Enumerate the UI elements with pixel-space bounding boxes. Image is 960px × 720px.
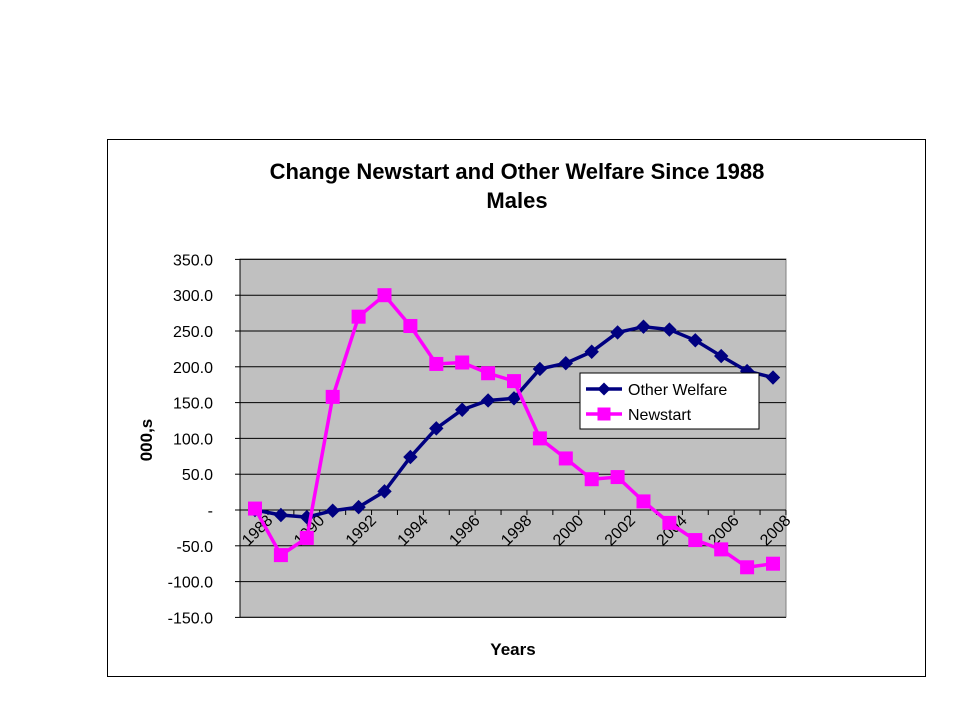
y-tick-label: 100.0: [173, 431, 213, 448]
data-point: [403, 449, 418, 465]
data-point: [507, 374, 521, 389]
data-point: [688, 533, 703, 548]
data-point: [377, 484, 392, 499]
chart-subtitle: Males: [486, 188, 547, 213]
data-point: [584, 344, 599, 359]
y-tick-label: 50.0: [182, 467, 213, 484]
data-point: [506, 391, 522, 406]
series-layer: [247, 288, 781, 575]
data-point: [454, 402, 470, 417]
y-tick-label: 250.0: [173, 324, 213, 341]
y-tick-label: 150.0: [173, 396, 213, 413]
data-point: [740, 560, 755, 575]
x-axis-title: Years: [490, 640, 535, 659]
data-point: [351, 499, 366, 515]
data-point: [325, 503, 340, 518]
legend-marker: [597, 407, 611, 421]
data-point: [688, 333, 703, 348]
y-tick-label: -50.0: [177, 539, 214, 556]
data-point: [403, 318, 418, 333]
y-tick-label: 300.0: [173, 288, 213, 305]
data-point: [429, 356, 444, 371]
data-point: [766, 556, 780, 571]
data-point: [765, 370, 781, 385]
legend-label: Other Welfare: [628, 382, 727, 399]
chart-title: Change Newstart and Other Welfare Since …: [270, 159, 765, 184]
y-tick-labels: 350.0 300.0 250.0 200.0 150.0 100.0 50.0 - -50.0…: [168, 252, 213, 627]
data-point: [636, 494, 651, 509]
data-point: [273, 548, 288, 563]
y-tick-label: -: [208, 503, 213, 520]
data-point: [662, 322, 677, 337]
y-tick-label: -150.0: [168, 610, 213, 627]
y-tick-label: 200.0: [173, 360, 213, 377]
data-point: [299, 530, 314, 545]
data-point: [273, 507, 289, 523]
legend-marker: [597, 382, 611, 396]
data-point: [714, 542, 729, 557]
data-point: [662, 515, 677, 530]
legend-item: Newstart: [586, 407, 692, 424]
legend: Other Welfare Newstart: [579, 372, 760, 430]
series-newstart: [248, 288, 780, 575]
y-axis-title: 000,s: [137, 419, 156, 462]
data-point: [558, 451, 573, 466]
data-point: [248, 501, 262, 516]
data-point: [558, 356, 574, 371]
legend-item: Other Welfare: [586, 382, 727, 399]
data-point: [610, 470, 625, 485]
data-point: [532, 431, 547, 446]
axes: [235, 258, 787, 618]
y-tick-label: -100.0: [168, 575, 213, 592]
data-point: [610, 325, 625, 340]
data-point: [455, 355, 470, 370]
data-point: [584, 472, 599, 487]
data-point: [532, 361, 548, 377]
data-point: [429, 421, 444, 436]
y-tick-label: 350.0: [173, 252, 213, 269]
data-point: [377, 288, 392, 303]
data-point: [325, 389, 340, 404]
data-point: [481, 366, 496, 381]
data-point: [713, 348, 729, 364]
data-point: [480, 393, 496, 408]
data-point: [351, 309, 366, 324]
data-point: [636, 319, 651, 334]
legend-label: Newstart: [628, 407, 692, 424]
